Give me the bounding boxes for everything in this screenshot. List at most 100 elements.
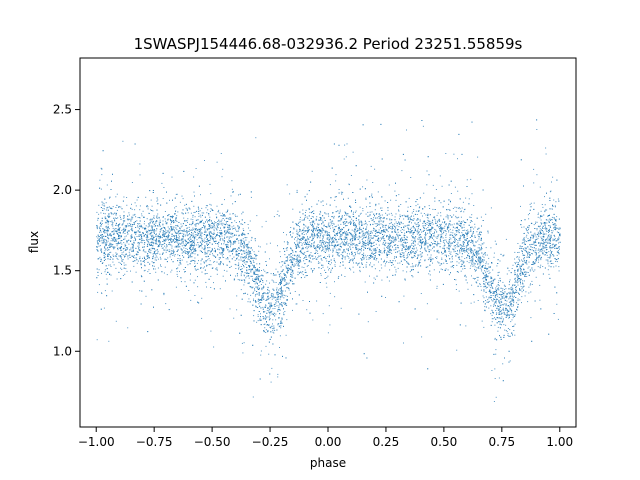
scatter-point	[384, 259, 385, 261]
scatter-point	[392, 237, 394, 239]
scatter-point	[268, 290, 270, 291]
scatter-point	[312, 319, 314, 321]
scatter-point	[532, 264, 534, 265]
scatter-point	[261, 297, 263, 299]
scatter-point	[264, 311, 266, 313]
scatter-point	[109, 216, 111, 217]
scatter-point	[316, 300, 318, 302]
scatter-point	[106, 222, 108, 224]
scatter-point	[482, 261, 484, 263]
scatter-point	[379, 270, 381, 272]
scatter-point	[521, 288, 523, 290]
scatter-point	[395, 199, 397, 201]
scatter-point	[113, 233, 115, 235]
scatter-point	[136, 231, 138, 233]
scatter-point	[190, 234, 192, 236]
scatter-point	[399, 262, 401, 264]
scatter-point	[558, 238, 560, 240]
scatter-point	[299, 229, 300, 231]
scatter-point	[493, 305, 494, 307]
scatter-point	[199, 235, 201, 237]
scatter-point	[459, 250, 461, 252]
scatter-point	[303, 236, 305, 238]
scatter-point	[448, 249, 450, 251]
scatter-point	[205, 256, 207, 258]
scatter-point	[454, 240, 456, 242]
scatter-point	[156, 237, 157, 239]
scatter-point	[213, 230, 215, 232]
scatter-point	[157, 235, 159, 237]
scatter-point	[402, 246, 404, 248]
scatter-point	[428, 236, 430, 238]
scatter-point	[313, 236, 315, 238]
scatter-point	[481, 270, 483, 272]
scatter-point	[156, 225, 158, 227]
scatter-point	[200, 228, 202, 230]
scatter-point	[323, 241, 325, 243]
scatter-point	[163, 232, 165, 234]
scatter-point	[465, 240, 467, 241]
scatter-point	[214, 221, 215, 223]
scatter-point	[285, 276, 287, 278]
scatter-point	[213, 228, 215, 230]
scatter-point	[509, 335, 511, 337]
scatter-point	[466, 245, 468, 247]
scatter-point	[418, 234, 420, 236]
scatter-point	[309, 244, 310, 246]
scatter-point	[378, 261, 379, 263]
scatter-point	[112, 234, 114, 235]
scatter-point	[181, 242, 183, 244]
scatter-point	[336, 241, 338, 243]
scatter-point	[527, 227, 529, 228]
scatter-point	[467, 229, 469, 231]
scatter-point	[250, 255, 252, 257]
scatter-point	[107, 254, 109, 256]
scatter-point	[319, 262, 321, 264]
scatter-point	[388, 244, 390, 246]
scatter-point	[268, 302, 269, 304]
scatter-point	[339, 220, 341, 222]
scatter-point	[497, 282, 499, 283]
scatter-point	[154, 259, 156, 261]
scatter-point	[183, 269, 185, 270]
scatter-point	[146, 238, 148, 240]
scatter-point	[217, 245, 219, 247]
scatter-point	[337, 234, 338, 236]
scatter-point	[523, 239, 525, 241]
scatter-point	[429, 232, 431, 234]
scatter-point	[457, 240, 459, 242]
scatter-point	[441, 259, 443, 260]
scatter-point	[247, 247, 249, 249]
scatter-point	[397, 228, 399, 230]
scatter-point	[456, 264, 458, 266]
scatter-point	[538, 257, 540, 259]
scatter-point	[380, 264, 382, 266]
scatter-point	[255, 281, 257, 283]
scatter-point	[150, 252, 152, 254]
scatter-point	[484, 254, 486, 256]
scatter-point	[221, 224, 223, 226]
scatter-point	[327, 248, 329, 250]
scatter-point	[410, 177, 412, 178]
scatter-point	[413, 240, 415, 242]
scatter-point	[186, 227, 188, 229]
scatter-point	[148, 249, 150, 251]
scatter-point	[360, 212, 362, 214]
scatter-point	[540, 236, 542, 238]
scatter-point	[444, 250, 446, 252]
scatter-point	[429, 220, 431, 222]
scatter-point	[254, 290, 256, 292]
scatter-point	[332, 245, 334, 246]
scatter-point	[215, 241, 217, 242]
scatter-point	[359, 240, 361, 242]
scatter-point	[124, 250, 126, 251]
scatter-point	[445, 268, 447, 270]
scatter-point	[409, 217, 411, 219]
scatter-point	[341, 274, 342, 276]
scatter-point	[392, 224, 394, 226]
scatter-point	[490, 284, 492, 286]
scatter-point	[508, 298, 510, 300]
scatter-point	[96, 227, 98, 229]
scatter-point	[312, 236, 314, 238]
scatter-point	[179, 270, 180, 272]
